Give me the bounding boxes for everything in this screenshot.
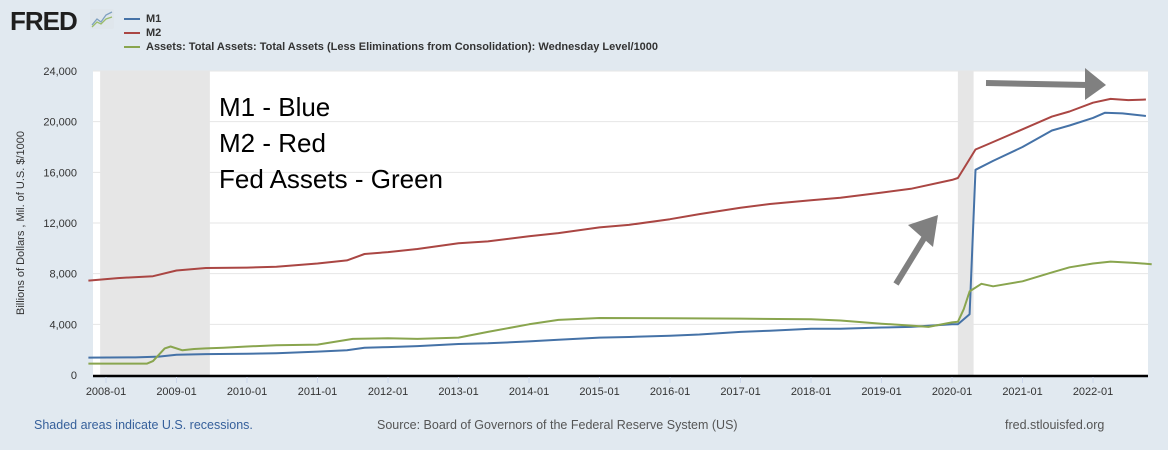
chart-legend: M1 M2 Assets: Total Assets: Total Assets… bbox=[124, 12, 658, 54]
legend-label: Assets: Total Assets: Total Assets (Less… bbox=[146, 41, 659, 53]
legend-swatch-m1 bbox=[124, 18, 140, 20]
x-tick-label: 2010-01 bbox=[227, 386, 267, 398]
legend-swatch-m2 bbox=[124, 32, 140, 34]
x-axis-ticks: 2008-01 2009-01 2010-01 2011-01 2012-01 2013-… bbox=[86, 377, 1113, 398]
x-tick-label: 2021-01 bbox=[1002, 386, 1042, 398]
legend-item-assets[interactable]: Assets: Total Assets: Total Assets (Less… bbox=[124, 40, 658, 54]
legend-item-m2[interactable]: M2 bbox=[124, 26, 658, 40]
series-line-m1 bbox=[88, 111, 1147, 359]
y-tick-label: 20,000 bbox=[43, 117, 77, 129]
y-tick-label: 0 bbox=[71, 370, 77, 382]
series-lines bbox=[88, 97, 1152, 365]
x-tick-label: 2014-01 bbox=[509, 386, 549, 398]
annotation-line-m2: M2 - Red bbox=[219, 128, 326, 158]
y-tick-label: 4,000 bbox=[49, 319, 77, 331]
y-axis-ticks: 0 4,000 8,000 12,000 16,000 20,000 24,000 bbox=[43, 66, 77, 382]
series-line-assets bbox=[88, 260, 1152, 365]
arrow-up-right-icon bbox=[893, 215, 938, 286]
fred-logo[interactable]: FRED bbox=[10, 6, 78, 36]
site-link[interactable]: fred.stlouisfed.org bbox=[1005, 418, 1105, 432]
x-tick-label: 2013-01 bbox=[438, 386, 478, 398]
legend-label: M1 bbox=[146, 13, 162, 25]
legend-label: M2 bbox=[146, 27, 162, 39]
x-tick-label: 2012-01 bbox=[368, 386, 408, 398]
x-tick-label: 2008-01 bbox=[86, 386, 126, 398]
arrow-right-icon bbox=[985, 68, 1106, 100]
grid-lines bbox=[93, 70, 1148, 325]
y-tick-label: 12,000 bbox=[43, 218, 77, 230]
x-tick-label: 2015-01 bbox=[579, 386, 619, 398]
series-line-m2 bbox=[88, 97, 1146, 282]
recession-note-link[interactable]: Shaded areas indicate U.S. recessions. bbox=[34, 418, 253, 432]
source-text: Source: Board of Governors of the Federa… bbox=[377, 418, 738, 432]
x-tick-label: 2009-01 bbox=[156, 386, 196, 398]
x-tick-label: 2011-01 bbox=[298, 386, 338, 398]
x-tick-label: 2018-01 bbox=[791, 386, 831, 398]
legend-swatch-assets bbox=[124, 46, 140, 48]
annotation-line-m1: M1 - Blue bbox=[219, 92, 330, 122]
y-tick-label: 16,000 bbox=[43, 167, 77, 179]
annotation-text: M1 - Blue M2 - Red Fed Assets - Green bbox=[219, 92, 443, 194]
chart-line-icon bbox=[90, 9, 114, 29]
y-tick-label: 8,000 bbox=[49, 269, 77, 281]
x-tick-label: 2019-01 bbox=[861, 386, 901, 398]
y-tick-label: 24,000 bbox=[43, 66, 77, 78]
annotation-line-assets: Fed Assets - Green bbox=[219, 164, 443, 194]
legend-item-m1[interactable]: M1 bbox=[124, 12, 658, 26]
x-tick-label: 2017-01 bbox=[720, 386, 760, 398]
y-axis-label: Billions of Dollars , Mil. of U.S. $/100… bbox=[15, 131, 27, 315]
x-tick-label: 2020-01 bbox=[932, 386, 972, 398]
x-tick-label: 2016-01 bbox=[650, 386, 690, 398]
x-tick-label: 2022-01 bbox=[1073, 386, 1113, 398]
line-chart: 2008-01 2009-01 2010-01 2011-01 2012-01 2013-… bbox=[15, 66, 1152, 398]
